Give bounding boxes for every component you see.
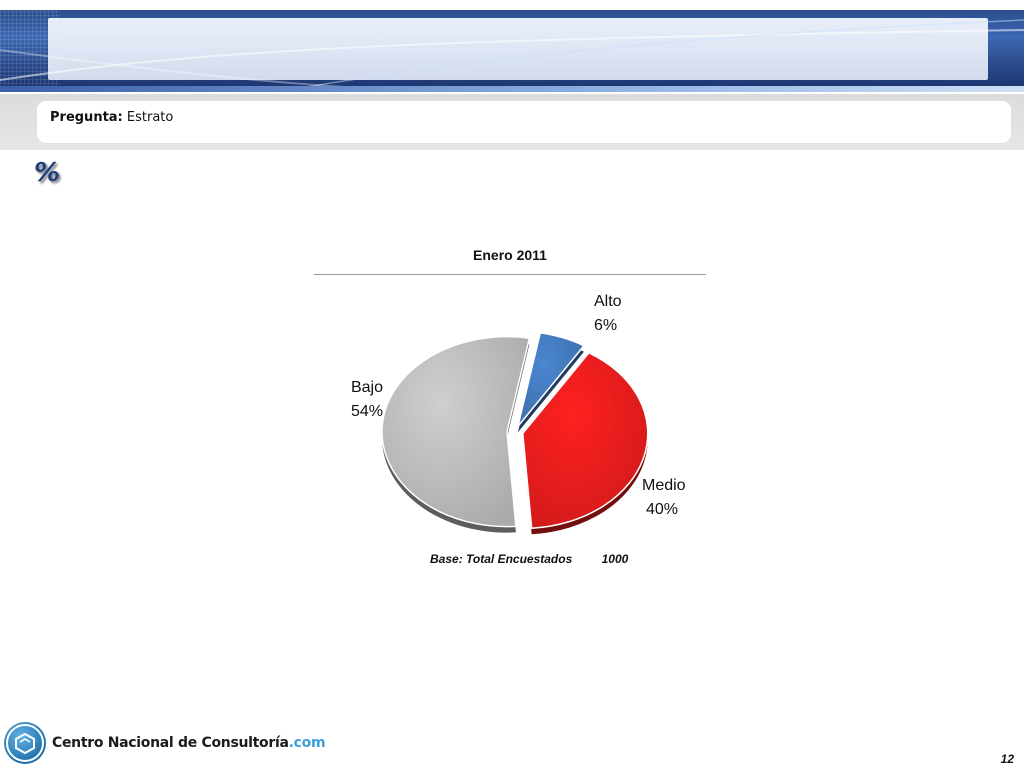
- slice-label-alto: Alto 6%: [594, 290, 622, 338]
- slice-label-medio: Medio 40%: [642, 474, 686, 522]
- page-number: 12: [1000, 752, 1014, 766]
- banner-swoosh-decoration: [0, 19, 1024, 88]
- slice-label-bajo: Bajo 54%: [347, 376, 383, 424]
- slice-name-medio: Medio: [642, 477, 686, 494]
- pie-slice-medio: [521, 351, 649, 529]
- slice-value-bajo: 54%: [350, 403, 383, 420]
- slice-name-alto: Alto: [594, 293, 622, 310]
- question-text: Pregunta: Estrato: [50, 110, 173, 125]
- chart-title: Enero 2011: [473, 247, 547, 263]
- brand-name: Centro Nacional de Consultoría: [52, 735, 289, 751]
- header-banner: [0, 10, 1024, 88]
- pie-slice-alto: [517, 332, 586, 427]
- footer-brand: Centro Nacional de Consultoría.com: [52, 735, 326, 751]
- base-note: Base: Total Encuestados 1000: [430, 552, 628, 566]
- slice-value-alto: 6%: [594, 317, 618, 334]
- banner-bottom-strip: [0, 86, 1024, 92]
- banner-panel: [48, 18, 988, 80]
- question-value: Estrato: [126, 110, 174, 125]
- question-label: Pregunta:: [50, 110, 123, 125]
- question-box: [36, 100, 1012, 144]
- chart-title-rule: [314, 274, 706, 275]
- base-note-value: 1000: [601, 552, 629, 566]
- company-logo-icon: [4, 722, 46, 764]
- slice-value-medio: 40%: [646, 501, 679, 518]
- slice-name-bajo: Bajo: [350, 379, 383, 396]
- brand-suffix: .com: [288, 735, 326, 751]
- base-note-label: Base: Total Encuestados: [430, 552, 573, 566]
- pie-slice-bajo: [381, 335, 531, 528]
- percent-symbol: %: [34, 158, 61, 188]
